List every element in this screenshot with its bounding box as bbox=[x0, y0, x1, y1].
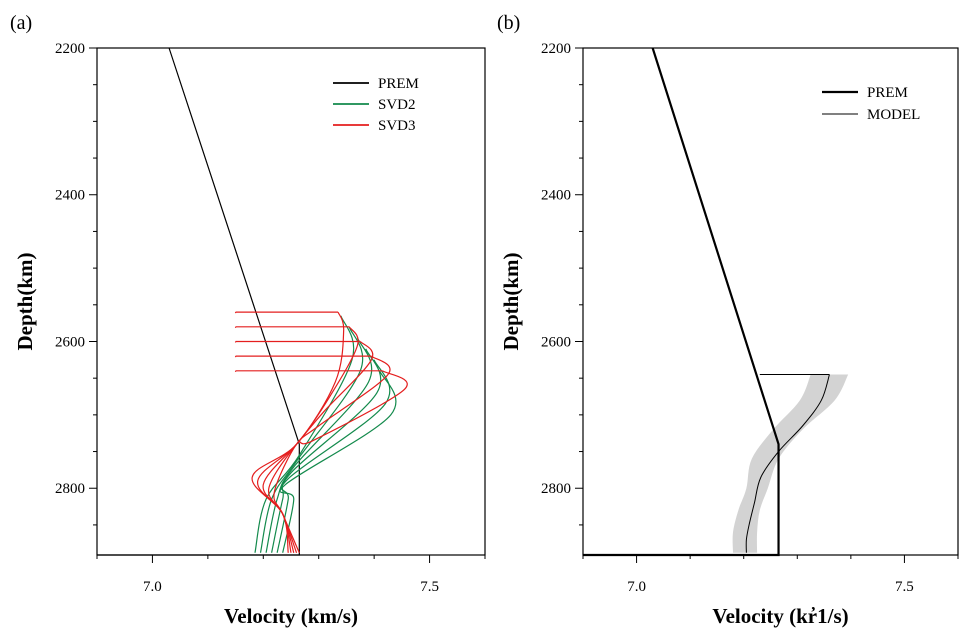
panel-label: (a) bbox=[10, 12, 32, 34]
panel-a: (a) 2200 2400 2600 2800 7.0 7.5 Velocity (km/s)… bbox=[10, 12, 486, 628]
prem-line bbox=[97, 47, 300, 556]
y-tick-label: 2800 bbox=[55, 481, 85, 497]
y-tick-label: 2400 bbox=[541, 188, 571, 204]
y-axis-title: Depth(km) bbox=[499, 252, 523, 350]
x-tick-label: 7.0 bbox=[143, 579, 162, 595]
svd3-curve bbox=[273, 370, 408, 554]
svd2-curve bbox=[279, 370, 397, 553]
y-axis-title: Depth(km) bbox=[13, 252, 37, 350]
x-tick-label: 7.5 bbox=[895, 579, 914, 595]
legend-label: SVD3 bbox=[378, 118, 416, 134]
svd2-curve bbox=[265, 337, 373, 553]
svd2-curve bbox=[276, 359, 391, 553]
y-tick-label: 2400 bbox=[55, 188, 85, 204]
plot-frame bbox=[96, 47, 486, 556]
x-tick-label: 7.0 bbox=[627, 579, 646, 595]
svd2-curve bbox=[259, 326, 364, 553]
panel-label: (b) bbox=[497, 12, 520, 34]
legend-label: SVD2 bbox=[378, 97, 416, 113]
svd2-curve bbox=[254, 315, 355, 553]
y-tick-label: 2600 bbox=[55, 334, 85, 350]
y-tick-label: 2200 bbox=[541, 41, 571, 57]
svd3-curve bbox=[262, 341, 374, 553]
x-tick-label: 7.5 bbox=[420, 579, 439, 595]
y-tick-label: 2200 bbox=[55, 41, 85, 57]
plot-frame bbox=[582, 47, 959, 556]
uncertainty-band bbox=[732, 374, 849, 553]
y-tick-label: 2600 bbox=[541, 334, 571, 350]
y-tick-label: 2800 bbox=[541, 481, 571, 497]
panel-b: (b) 2200 2400 2600 2800 7.0 7.5 Velocity (kr̓1/… bbox=[497, 12, 959, 628]
x-axis-title: Velocity (kr̓1/s) bbox=[712, 604, 848, 628]
legend-label: PREM bbox=[867, 85, 908, 101]
legend-label: PREM bbox=[378, 76, 419, 92]
legend-label: MODEL bbox=[867, 107, 920, 123]
x-axis-title: Velocity (km/s) bbox=[224, 604, 358, 628]
model-line bbox=[745, 374, 830, 553]
